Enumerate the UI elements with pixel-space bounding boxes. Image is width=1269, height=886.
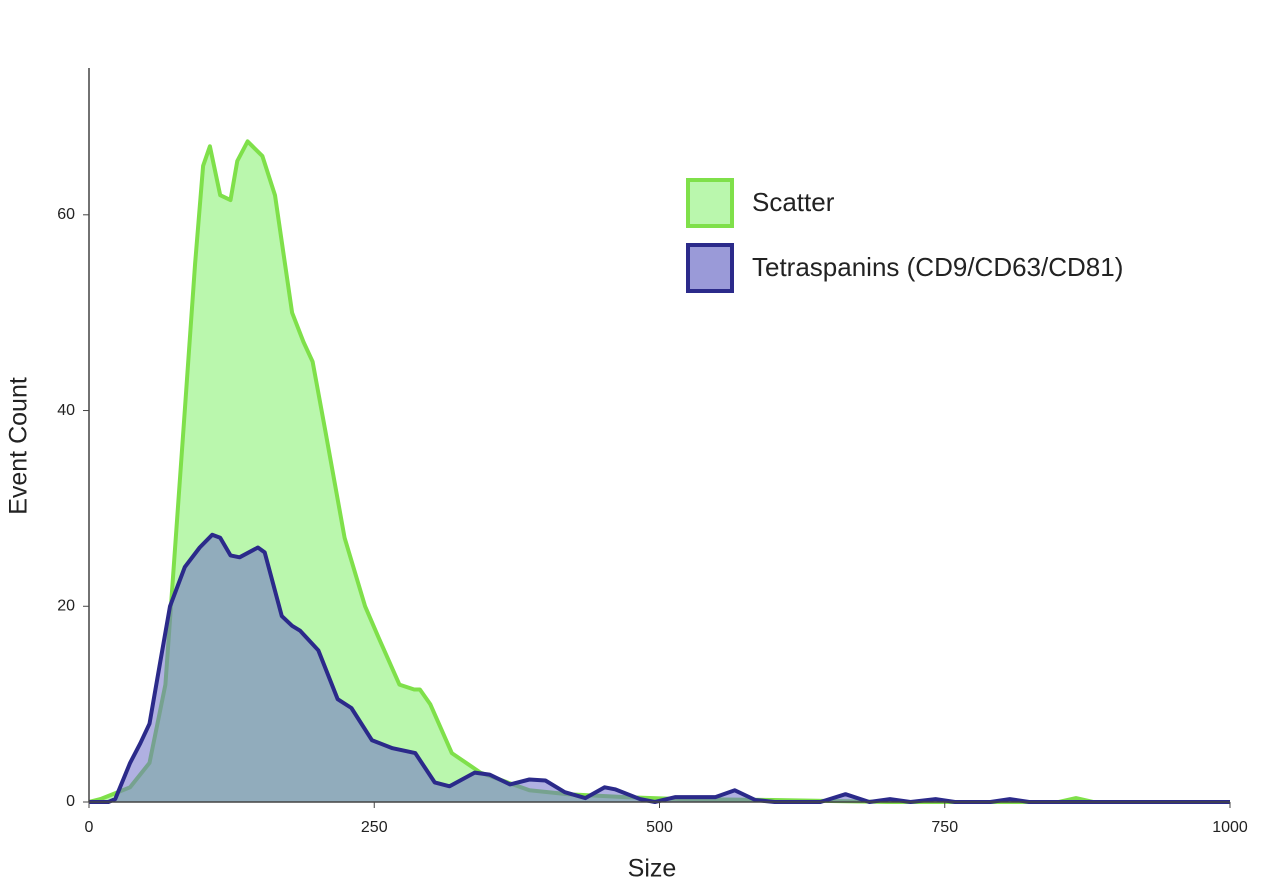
y-axis-title: Event Count	[5, 377, 33, 515]
x-tick-label: 750	[931, 819, 958, 836]
x-tick-label: 500	[646, 819, 673, 836]
legend-swatch	[686, 178, 734, 228]
legend-swatch	[686, 243, 734, 293]
y-tick-label: 60	[57, 206, 75, 223]
x-tick-label: 1000	[1212, 819, 1248, 836]
x-tick-label: 250	[361, 819, 388, 836]
legend-label: Scatter	[752, 187, 835, 217]
legend-label: Tetraspanins (CD9/CD63/CD81)	[752, 252, 1123, 282]
x-axis-title: Size	[628, 855, 677, 883]
y-tick-label: 0	[66, 793, 75, 810]
x-tick-label: 0	[85, 819, 94, 836]
y-tick-label: 20	[57, 597, 75, 614]
area	[89, 532, 1230, 804]
y-tick-label: 40	[57, 402, 75, 419]
